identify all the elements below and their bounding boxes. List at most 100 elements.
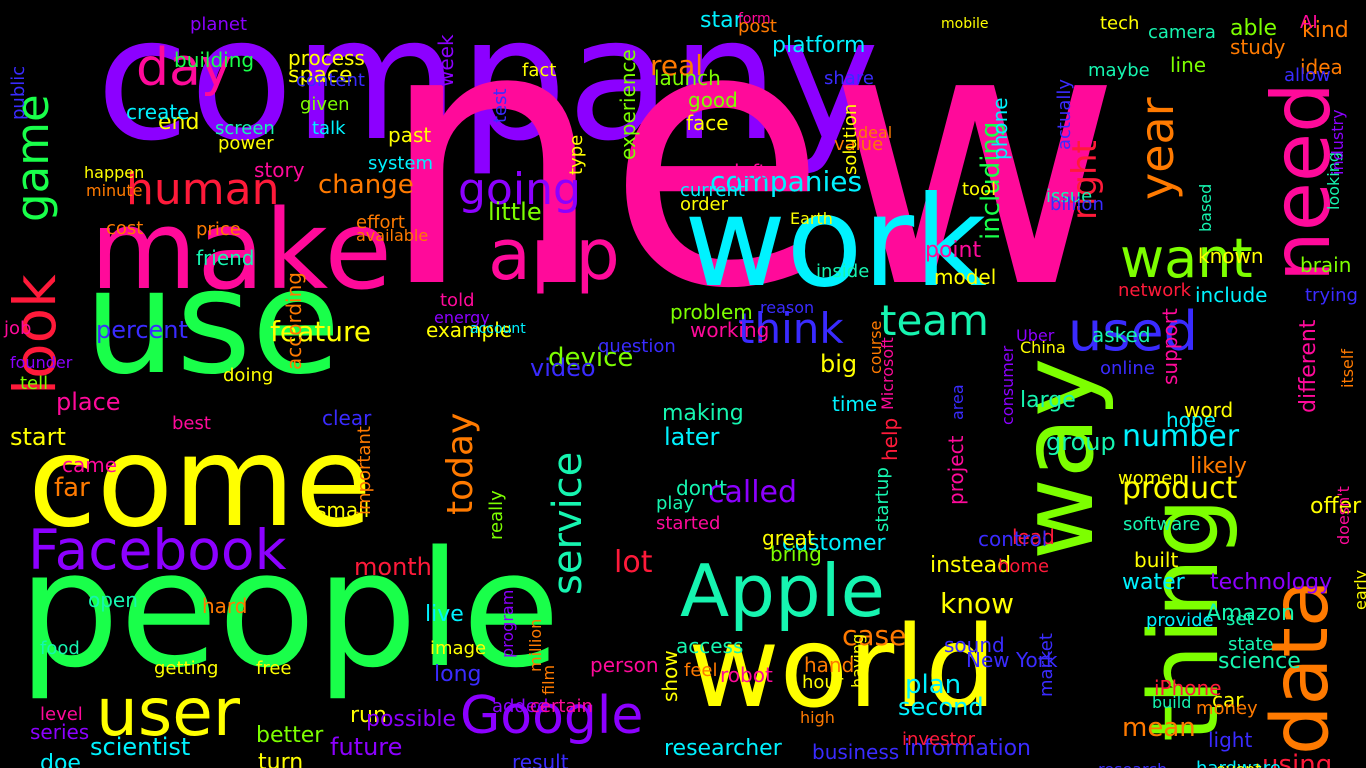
word-startup: startup [872,467,893,532]
word-form: form [738,11,771,27]
word-friend: friend [196,246,255,270]
word-small: small [316,498,370,522]
word-effort: effort [356,212,405,233]
word-test: test [490,88,511,123]
word-great: great [762,526,815,550]
word-work: work [684,170,987,315]
word-long: long [434,662,482,687]
word-left: left [734,160,767,184]
word-make: make [90,186,393,314]
word-given: given [300,94,350,115]
word-software: software [1123,514,1201,535]
word-space: space [288,63,353,88]
word-event: event [1216,762,1262,768]
word-hard: hard [202,594,248,618]
word-built: built [1134,548,1179,572]
word-user: user [96,674,240,751]
word-good: good [688,88,738,112]
word-instead: instead [930,553,1012,578]
word-light: light [1208,728,1253,752]
word-sound: sound [944,633,1005,657]
word-experience: experience [616,49,640,160]
word-screen: screen [215,118,275,139]
word-big: big [820,350,858,378]
word-doing: doing [223,365,274,386]
word-building: building [174,48,255,72]
word-told: told [440,290,475,311]
word-customer: customer [782,531,886,556]
word-phone: phone [988,97,1012,160]
word-end: end [158,110,200,135]
word-inside: inside [816,261,870,282]
word-working: working [690,318,770,342]
word-show: show [658,650,682,702]
word-hope: hope [1166,408,1216,432]
word-content: content [296,70,365,91]
word-going: going [458,164,581,215]
word-past: past [388,123,432,147]
word-market: market [1036,633,1057,697]
word-planet: planet [190,14,247,35]
word-asked: asked [1092,323,1151,347]
word-help: help [878,417,902,461]
word-launch: launch [654,66,721,90]
word-high: high [800,708,835,727]
word-offer: offer [1310,494,1362,519]
word-star: star [700,8,743,33]
word-price: price [196,219,241,240]
word-large: large [1020,388,1076,413]
word-allow: allow [1284,65,1331,86]
word-group: group [1046,428,1116,456]
word-maybe: maybe [1088,60,1150,81]
word-state: state [1228,634,1274,655]
word-scientist: scientist [90,733,191,761]
word-support: support [1158,308,1182,385]
word-better: better [256,723,324,748]
word-include: include [1195,283,1268,307]
word-point: point [925,238,982,263]
word-feel: feel [684,660,718,681]
word-came: came [62,453,118,477]
word-want: want [1120,227,1253,290]
word-uber: Uber [1016,326,1055,345]
word-doe: doe [40,751,81,768]
word-hand: hand [804,653,855,677]
word-new-york: New York [966,648,1058,672]
word-play: play [656,493,695,514]
word-build: build [1152,693,1192,712]
word-important: important [354,426,375,515]
word-open: open [88,588,138,612]
word-certain: certain [530,696,593,717]
word-video: video [530,354,596,382]
word-day: day [136,38,232,98]
word-actually: actually [1054,78,1075,150]
word-little: little [488,198,542,226]
word-model: model [934,265,997,289]
word-app: app [488,214,620,296]
word-account: account [470,321,526,337]
word-getting: getting [154,658,219,679]
word-hardware: hardware [1196,760,1281,768]
word-founder: founder [10,353,73,372]
word-problem: problem [670,300,753,324]
word-companies: companies [710,165,863,198]
word-project: project [944,435,968,505]
word-today: today [440,412,481,515]
word-clear: clear [322,406,372,430]
word-minute: minute [86,181,143,200]
word-idea: idea [1300,55,1343,79]
word-change: change [318,170,414,200]
word-billion: billion [1050,194,1104,215]
word-run: run [350,703,387,728]
word-feature: feature [270,315,372,348]
word-area: area [948,384,967,420]
word-company: company [96,0,880,179]
word-plan: plan [905,670,962,700]
word-solution: solution [840,103,861,175]
word-public: public [8,65,29,120]
word-started: started [656,513,721,534]
word-human: human [126,164,280,215]
word-really: really [486,490,507,540]
word-think: think [738,304,844,353]
word-level: level [40,704,83,725]
